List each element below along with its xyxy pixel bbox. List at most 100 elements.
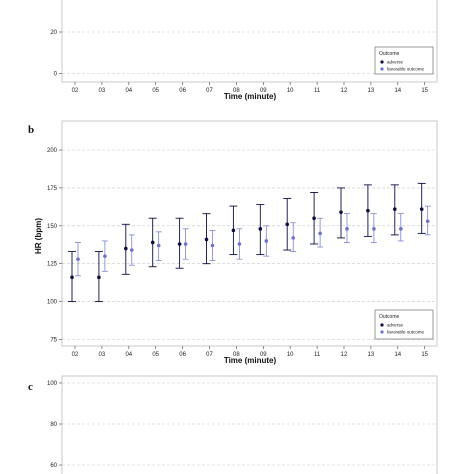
panel-b-x-tick-label: 13 — [368, 352, 375, 358]
panel-a-x-tick-label: 14 — [394, 88, 401, 94]
panel-b-x-tick-label: 09 — [260, 352, 267, 358]
panel-b-letter: b — [28, 124, 34, 136]
panel-b-y-tick-label: 175 — [47, 186, 58, 192]
panel-a-x-tick-label: 09 — [260, 88, 267, 94]
panel-a-legend-adverse-marker — [380, 60, 384, 64]
panel-a-y-tick-label: 0 — [54, 72, 58, 78]
panel-a-legend-favorable-label: favorable outcome — [387, 67, 425, 72]
panel-b-x-tick-label: 14 — [394, 352, 401, 358]
mean-point-adverse — [419, 207, 424, 211]
mean-point-adverse — [258, 227, 263, 231]
mean-point-favorable — [210, 243, 215, 248]
panel-a-x-tick-label: 04 — [125, 88, 132, 94]
panel-b-y-tick-label: 125 — [47, 262, 58, 268]
panel-b-y-axis-title: HR (bpm) — [34, 218, 43, 254]
mean-point-favorable — [372, 227, 376, 231]
mean-point-favorable — [183, 242, 188, 246]
panel-b-x-tick-label: 11 — [314, 352, 321, 358]
panel-b-legend-favorable-label: favorable outcome — [387, 330, 425, 335]
panel-a-x-tick-label: 15 — [421, 88, 428, 94]
panel-a-x-tick-label: 05 — [152, 88, 159, 94]
panel-c-y-tick-label: 60 — [50, 463, 57, 469]
mean-point-favorable — [76, 257, 80, 261]
panel-a: 0 20 02 03 04 05 06 07 08 09 10 11 12 13 14 15 Time (m… — [50, 0, 438, 101]
panel-b-x-tick-label: 03 — [99, 352, 106, 358]
panel-b-legend-box — [374, 309, 434, 340]
panel-a-x-tick-label: 08 — [233, 88, 240, 94]
mean-point-adverse — [393, 207, 397, 211]
mean-point-favorable — [399, 227, 403, 231]
panel-a-x-tick-label: 03 — [99, 88, 106, 94]
panel-a-legend-adverse-label: adverse — [387, 60, 404, 65]
panel-a-x-tick-label: 13 — [368, 88, 375, 94]
panel-a-x-tick-label: 11 — [314, 88, 321, 94]
mean-point-favorable — [237, 242, 242, 246]
panel-b-y-tick-label: 100 — [47, 300, 58, 306]
mean-point-adverse — [177, 242, 182, 246]
mean-point-adverse — [204, 237, 209, 242]
panel-b: 75 100 125 150 175 200 02 03 04 05 06 07 08 09 10 11 12… — [34, 120, 438, 365]
panel-b-marks — [68, 182, 431, 303]
panel-b-legend: Outcome adverse favorable outcome — [374, 309, 434, 340]
mean-point-favorable — [425, 219, 430, 224]
mean-point-favorable — [291, 236, 296, 240]
mean-point-adverse — [312, 216, 316, 221]
panel-a-frame — [61, 0, 438, 83]
panel-a-grid — [62, 31, 437, 74]
panel-b-grid — [62, 149, 437, 340]
mean-point-favorable — [130, 248, 134, 252]
panel-b-x-tick-label: 07 — [206, 352, 213, 358]
panel-b-x-tick-label: 08 — [233, 352, 240, 358]
panel-b-legend-favorable-marker — [380, 330, 384, 334]
panel-b-y-tick-label: 150 — [47, 224, 58, 230]
panel-a-legend-title: Outcome — [379, 51, 400, 57]
mean-point-adverse — [97, 275, 101, 280]
mean-point-adverse — [70, 275, 74, 280]
mean-point-adverse — [366, 208, 370, 213]
panel-b-x-tick-label: 06 — [179, 352, 186, 358]
panel-b-y-ticks: 75 100 125 150 175 200 — [47, 148, 62, 344]
panel-b-x-tick-label: 10 — [287, 352, 294, 358]
panel-b-legend-adverse-label: adverse — [387, 323, 404, 328]
mean-point-favorable — [318, 231, 322, 236]
mean-point-favorable — [103, 254, 107, 258]
panel-c-frame — [61, 375, 438, 474]
panel-a-x-axis-title: Time (minute) — [224, 92, 277, 101]
panel-b-y-tick-label: 75 — [50, 338, 57, 344]
mean-point-adverse — [285, 222, 290, 227]
panel-b-x-tick-label: 15 — [421, 352, 428, 358]
panel-b-x-axis-title: Time (minute) — [224, 356, 277, 365]
panel-c-y-tick-label: 100 — [47, 381, 58, 387]
panel-a-x-tick-label: 07 — [206, 88, 213, 94]
panel-b-frame — [61, 120, 438, 347]
panel-b-legend-adverse-marker — [380, 323, 384, 327]
panel-b-y-tick-label: 200 — [47, 148, 58, 154]
panel-b-legend-title: Outcome — [379, 314, 400, 320]
panel-c: 60 80 100 — [47, 375, 438, 474]
mean-point-adverse — [231, 228, 236, 233]
panel-c-y-tick-label: 80 — [50, 422, 57, 428]
panel-a-legend-box — [374, 46, 434, 75]
panel-a-legend-favorable-marker — [380, 67, 384, 71]
panel-a-y-tick-label: 20 — [50, 30, 57, 36]
panel-b-x-tick-label: 02 — [72, 352, 79, 358]
panel-a-y-ticks: 0 20 — [50, 30, 62, 78]
mean-point-favorable — [156, 243, 161, 248]
panel-a-legend: Outcome adverse favorable outcome — [374, 46, 434, 75]
mean-point-adverse — [339, 210, 343, 214]
panel-b-x-tick-label: 04 — [125, 352, 132, 358]
panel-c-letter: c — [28, 381, 33, 393]
mean-point-favorable — [264, 239, 269, 243]
panel-a-x-ticks: 02 03 04 05 06 07 08 09 10 11 12 13 14 15 — [72, 82, 429, 94]
mean-point-adverse — [124, 246, 128, 251]
panel-c-grid — [62, 382, 437, 466]
panel-b-x-tick-label: 12 — [341, 352, 348, 358]
panel-c-y-ticks: 60 80 100 — [47, 381, 62, 469]
panel-a-x-tick-label: 06 — [179, 88, 186, 94]
panel-b-x-tick-label: 05 — [152, 352, 159, 358]
panel-a-x-tick-label: 12 — [341, 88, 348, 94]
panel-a-x-tick-label: 10 — [287, 88, 294, 94]
panel-b-x-ticks: 02 03 04 05 06 07 08 09 10 11 12 13 14 15 — [72, 346, 429, 358]
mean-point-favorable — [345, 227, 349, 231]
